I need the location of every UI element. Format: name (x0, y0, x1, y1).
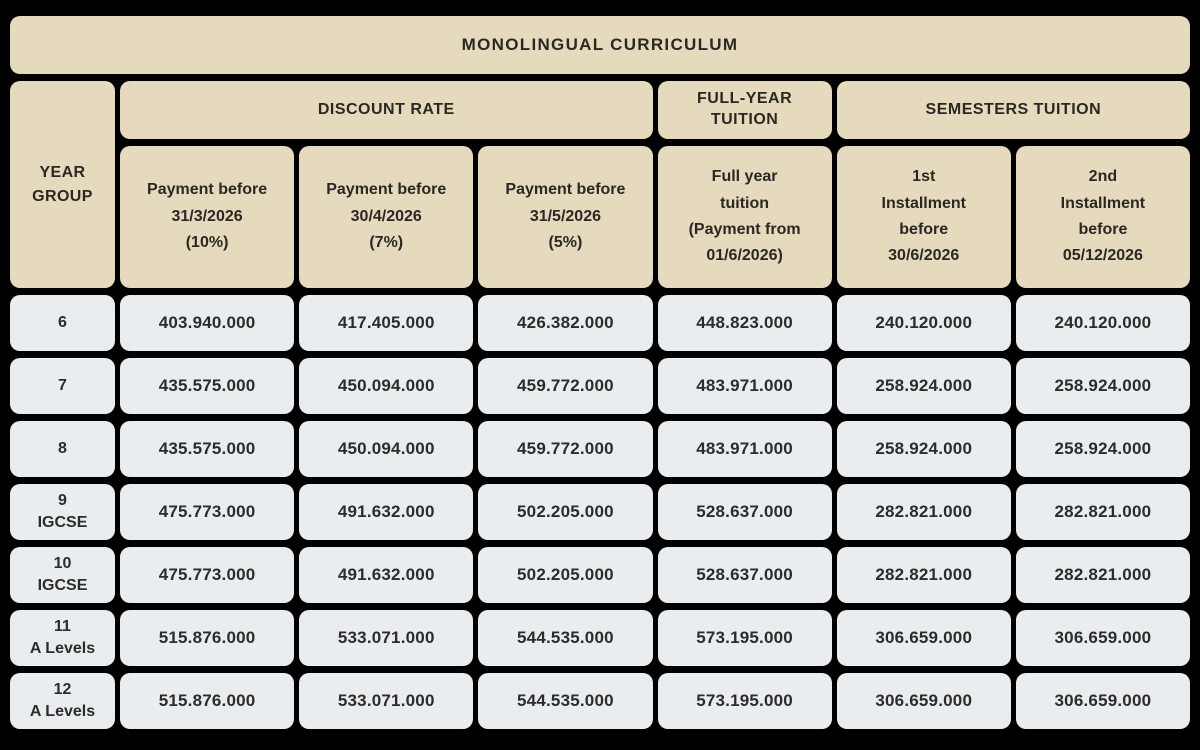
tuition-value-cell: 573.195.000 (657, 673, 832, 729)
tuition-value-cell: 515.876.000 (120, 610, 295, 666)
column-header-2nd-installment: 2nd Installment before 05/12/2026 (1015, 146, 1190, 288)
year-group-cell: 7 (10, 358, 115, 414)
tuition-value-cell: 282.821.000 (1015, 547, 1190, 603)
tuition-value-cell: 491.632.000 (299, 484, 474, 540)
group-header-discount-rate: DISCOUNT RATE (120, 81, 653, 139)
tuition-value-cell: 306.659.000 (836, 610, 1011, 666)
year-group-cell: 10 IGCSE (10, 547, 115, 603)
tuition-value-cell: 258.924.000 (836, 358, 1011, 414)
column-header-full-year-tuition: Full year tuition (Payment from 01/6/202… (657, 146, 832, 288)
tuition-value-cell: 459.772.000 (478, 421, 653, 477)
column-header-payment-before-30-4-2026: Payment before 30/4/2026 (7%) (299, 146, 474, 288)
year-group-cell: 9 IGCSE (10, 484, 115, 540)
tuition-value-cell: 450.094.000 (299, 358, 474, 414)
column-header-payment-before-31-3-2026: Payment before 31/3/2026 (10%) (120, 146, 295, 288)
tuition-value-cell: 515.876.000 (120, 673, 295, 729)
tuition-value-cell: 258.924.000 (1015, 421, 1190, 477)
tuition-value-cell: 240.120.000 (1015, 295, 1190, 351)
tuition-value-cell: 282.821.000 (1015, 484, 1190, 540)
tuition-value-cell: 282.821.000 (836, 547, 1011, 603)
tuition-value-cell: 502.205.000 (478, 547, 653, 603)
tuition-value-cell: 533.071.000 (299, 673, 474, 729)
tuition-value-cell: 475.773.000 (120, 484, 295, 540)
year-group-cell: 12 A Levels (10, 673, 115, 729)
year-group-header: YEAR GROUP (10, 81, 115, 288)
tuition-value-cell: 459.772.000 (478, 358, 653, 414)
tuition-value-cell: 258.924.000 (1015, 358, 1190, 414)
tuition-value-cell: 528.637.000 (657, 484, 832, 540)
tuition-value-cell: 528.637.000 (657, 547, 832, 603)
tuition-value-cell: 426.382.000 (478, 295, 653, 351)
year-group-cell: 6 (10, 295, 115, 351)
column-header-payment-before-31-5-2026: Payment before 31/5/2026 (5%) (478, 146, 653, 288)
tuition-value-cell: 475.773.000 (120, 547, 295, 603)
tuition-table: MONOLINGUAL CURRICULUM YEAR GROUP DISCOU… (10, 16, 1190, 729)
tuition-value-cell: 258.924.000 (836, 421, 1011, 477)
tuition-value-cell: 282.821.000 (836, 484, 1011, 540)
tuition-value-cell: 417.405.000 (299, 295, 474, 351)
table-title: MONOLINGUAL CURRICULUM (10, 16, 1190, 74)
group-header-semesters-tuition: SEMESTERS TUITION (836, 81, 1190, 139)
tuition-value-cell: 240.120.000 (836, 295, 1011, 351)
tuition-value-cell: 403.940.000 (120, 295, 295, 351)
tuition-value-cell: 435.575.000 (120, 421, 295, 477)
column-header-1st-installment: 1st Installment before 30/6/2026 (836, 146, 1011, 288)
tuition-value-cell: 306.659.000 (836, 673, 1011, 729)
year-group-cell: 8 (10, 421, 115, 477)
tuition-value-cell: 533.071.000 (299, 610, 474, 666)
tuition-value-cell: 573.195.000 (657, 610, 832, 666)
tuition-value-cell: 502.205.000 (478, 484, 653, 540)
tuition-value-cell: 491.632.000 (299, 547, 474, 603)
tuition-value-cell: 435.575.000 (120, 358, 295, 414)
tuition-value-cell: 483.971.000 (657, 358, 832, 414)
year-group-cell: 11 A Levels (10, 610, 115, 666)
tuition-value-cell: 544.535.000 (478, 673, 653, 729)
tuition-value-cell: 544.535.000 (478, 610, 653, 666)
tuition-value-cell: 483.971.000 (657, 421, 832, 477)
tuition-value-cell: 306.659.000 (1015, 673, 1190, 729)
tuition-value-cell: 450.094.000 (299, 421, 474, 477)
tuition-value-cell: 306.659.000 (1015, 610, 1190, 666)
tuition-value-cell: 448.823.000 (657, 295, 832, 351)
group-header-full-year-tuition: FULL-YEAR TUITION (657, 81, 832, 139)
